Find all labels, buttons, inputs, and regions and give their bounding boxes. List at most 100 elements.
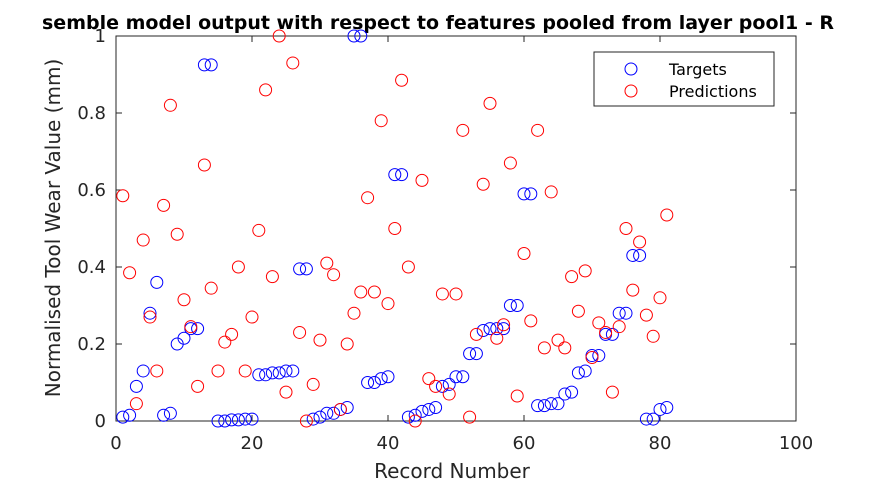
target-point xyxy=(272,366,286,380)
prediction-point xyxy=(565,270,579,284)
prediction-point xyxy=(408,414,422,428)
target-point xyxy=(211,414,225,428)
y-tick-label: 0.4 xyxy=(77,257,106,278)
target-point xyxy=(136,364,150,378)
target-point xyxy=(415,404,429,418)
target-point xyxy=(653,402,667,416)
target-point xyxy=(435,379,449,393)
x-tick-label: 20 xyxy=(241,433,264,454)
prediction-point xyxy=(293,325,307,339)
target-point xyxy=(347,29,361,43)
prediction-point xyxy=(490,331,504,345)
prediction-point xyxy=(272,29,286,43)
legend-box xyxy=(593,51,775,107)
prediction-point xyxy=(204,281,218,295)
prediction-point xyxy=(170,227,184,241)
target-point xyxy=(510,299,524,312)
target-point xyxy=(442,377,456,391)
series-targets xyxy=(116,29,674,428)
target-point xyxy=(537,399,551,413)
target-point xyxy=(143,306,157,320)
prediction-point xyxy=(163,98,177,112)
prediction-point xyxy=(177,293,191,307)
target-point xyxy=(163,406,177,420)
prediction-point xyxy=(415,173,429,187)
prediction-point xyxy=(592,316,606,330)
prediction-point xyxy=(585,350,599,364)
target-point xyxy=(177,331,191,345)
target-point xyxy=(116,410,130,424)
target-point xyxy=(374,372,388,386)
x-tick-label: 40 xyxy=(377,433,400,454)
legend-label-targets: Targets xyxy=(668,60,727,79)
prediction-point xyxy=(265,270,279,284)
prediction-point xyxy=(136,233,150,247)
target-point xyxy=(578,364,592,378)
prediction-point xyxy=(367,285,381,299)
prediction-point xyxy=(129,397,143,411)
target-point xyxy=(592,349,606,363)
target-point xyxy=(639,412,653,426)
prediction-point xyxy=(612,320,626,334)
prediction-point xyxy=(633,235,647,249)
target-point xyxy=(238,412,252,426)
prediction-point xyxy=(510,389,524,403)
prediction-point xyxy=(442,387,456,401)
target-point xyxy=(531,399,545,413)
prediction-point xyxy=(225,327,239,341)
y-tick-label: 0 xyxy=(95,411,106,432)
prediction-point xyxy=(245,310,259,324)
x-tick-label: 80 xyxy=(649,433,672,454)
prediction-point xyxy=(544,185,558,199)
prediction-point xyxy=(653,291,667,305)
prediction-point xyxy=(463,410,477,424)
target-point xyxy=(259,368,273,382)
target-point xyxy=(408,408,422,422)
target-point xyxy=(381,370,395,384)
prediction-point xyxy=(497,318,511,332)
prediction-point xyxy=(286,56,300,70)
prediction-point xyxy=(306,377,320,391)
target-point xyxy=(252,368,266,382)
prediction-point xyxy=(517,247,531,261)
target-point xyxy=(490,322,504,336)
prediction-point xyxy=(531,123,545,137)
target-point xyxy=(503,299,517,312)
target-point xyxy=(497,322,511,336)
legend: Targets Predictions xyxy=(593,51,775,107)
legend-label-predictions: Predictions xyxy=(669,82,757,101)
chart-title: semble model output with respect to feat… xyxy=(42,12,834,34)
prediction-point xyxy=(123,266,137,280)
prediction-point xyxy=(626,283,640,297)
prediction-point xyxy=(449,287,463,301)
target-point xyxy=(231,413,245,427)
prediction-point xyxy=(313,333,327,347)
target-point xyxy=(612,306,626,320)
y-tick-label: 0.2 xyxy=(77,334,106,355)
target-point xyxy=(320,406,334,420)
target-point xyxy=(340,401,354,415)
prediction-point xyxy=(469,327,483,341)
prediction-point xyxy=(639,308,653,322)
prediction-point xyxy=(211,364,225,378)
prediction-point xyxy=(537,341,551,355)
target-point xyxy=(306,412,320,426)
target-point xyxy=(279,364,293,378)
y-tick-label: 1 xyxy=(95,26,106,47)
prediction-point xyxy=(361,191,375,205)
prediction-point xyxy=(191,379,205,393)
prediction-point xyxy=(347,306,361,320)
target-point xyxy=(286,364,300,378)
target-point xyxy=(401,410,415,424)
target-point xyxy=(565,385,579,399)
prediction-point xyxy=(476,177,490,191)
legend-marker-predictions xyxy=(624,84,638,98)
target-point xyxy=(157,408,171,422)
target-point xyxy=(388,168,402,182)
target-point xyxy=(129,379,143,393)
prediction-point xyxy=(646,329,660,343)
prediction-point xyxy=(354,285,368,299)
prediction-point xyxy=(558,341,572,355)
target-point xyxy=(218,414,232,428)
prediction-point xyxy=(381,297,395,311)
